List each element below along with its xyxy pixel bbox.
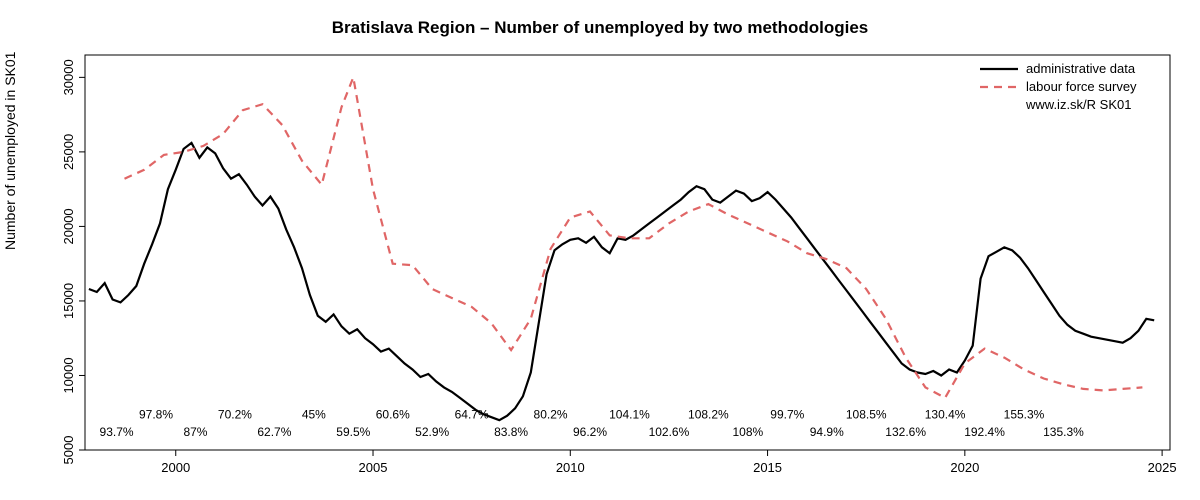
- chart-svg: 2000 2005 2010 2015 2020 2025 5000 10000 15000 20…: [0, 0, 1200, 500]
- y-axis-label: Number of unemployed in SK01: [2, 52, 18, 250]
- plot-border: [85, 55, 1170, 450]
- pct-label: 132.6%: [885, 425, 926, 439]
- x-tick-label: 2005: [359, 460, 388, 475]
- x-tick-label: 2010: [556, 460, 585, 475]
- pct-label: 104.1%: [609, 407, 650, 421]
- pct-label: 96.2%: [573, 425, 607, 439]
- x-tick-label: 2000: [161, 460, 190, 475]
- chart-title: Bratislava Region – Number of unemployed…: [0, 18, 1200, 38]
- x-tick-label: 2015: [753, 460, 782, 475]
- pct-label: 108.5%: [846, 407, 887, 421]
- pct-label: 62.7%: [257, 425, 291, 439]
- x-tick-label: 2020: [950, 460, 979, 475]
- pct-label: 87%: [183, 425, 207, 439]
- pct-label: 192.4%: [964, 425, 1005, 439]
- pct-label: 64.7%: [455, 407, 489, 421]
- pct-label: 102.6%: [649, 425, 690, 439]
- pct-label: 45%: [302, 407, 326, 421]
- y-tick-label: 30000: [61, 59, 76, 95]
- y-tick-label: 15000: [61, 283, 76, 319]
- pct-label: 83.8%: [494, 425, 528, 439]
- pct-label: 135.3%: [1043, 425, 1084, 439]
- x-tick-label: 2025: [1148, 460, 1177, 475]
- pct-label: 108%: [732, 425, 763, 439]
- pct-label: 108.2%: [688, 407, 729, 421]
- legend-label: administrative data: [1026, 61, 1136, 76]
- pct-label: 52.9%: [415, 425, 449, 439]
- pct-label: 60.6%: [376, 407, 410, 421]
- pct-label: 59.5%: [336, 425, 370, 439]
- y-tick-label: 10000: [61, 357, 76, 393]
- y-tick-label: 5000: [61, 436, 76, 465]
- legend-label: www.iz.sk/R SK01: [1025, 97, 1131, 112]
- pct-label: 97.8%: [139, 407, 173, 421]
- y-tick-label: 20000: [61, 208, 76, 244]
- y-tick-label: 25000: [61, 134, 76, 170]
- series-line: [125, 77, 1143, 397]
- legend-label: labour force survey: [1026, 79, 1137, 94]
- pct-label: 94.9%: [810, 425, 844, 439]
- series-line: [89, 143, 1154, 420]
- chart-container: Bratislava Region – Number of unemployed…: [0, 0, 1200, 500]
- pct-label: 70.2%: [218, 407, 252, 421]
- pct-label: 130.4%: [925, 407, 966, 421]
- pct-label: 155.3%: [1004, 407, 1045, 421]
- pct-label: 99.7%: [770, 407, 804, 421]
- pct-label: 93.7%: [100, 425, 134, 439]
- pct-label: 80.2%: [534, 407, 568, 421]
